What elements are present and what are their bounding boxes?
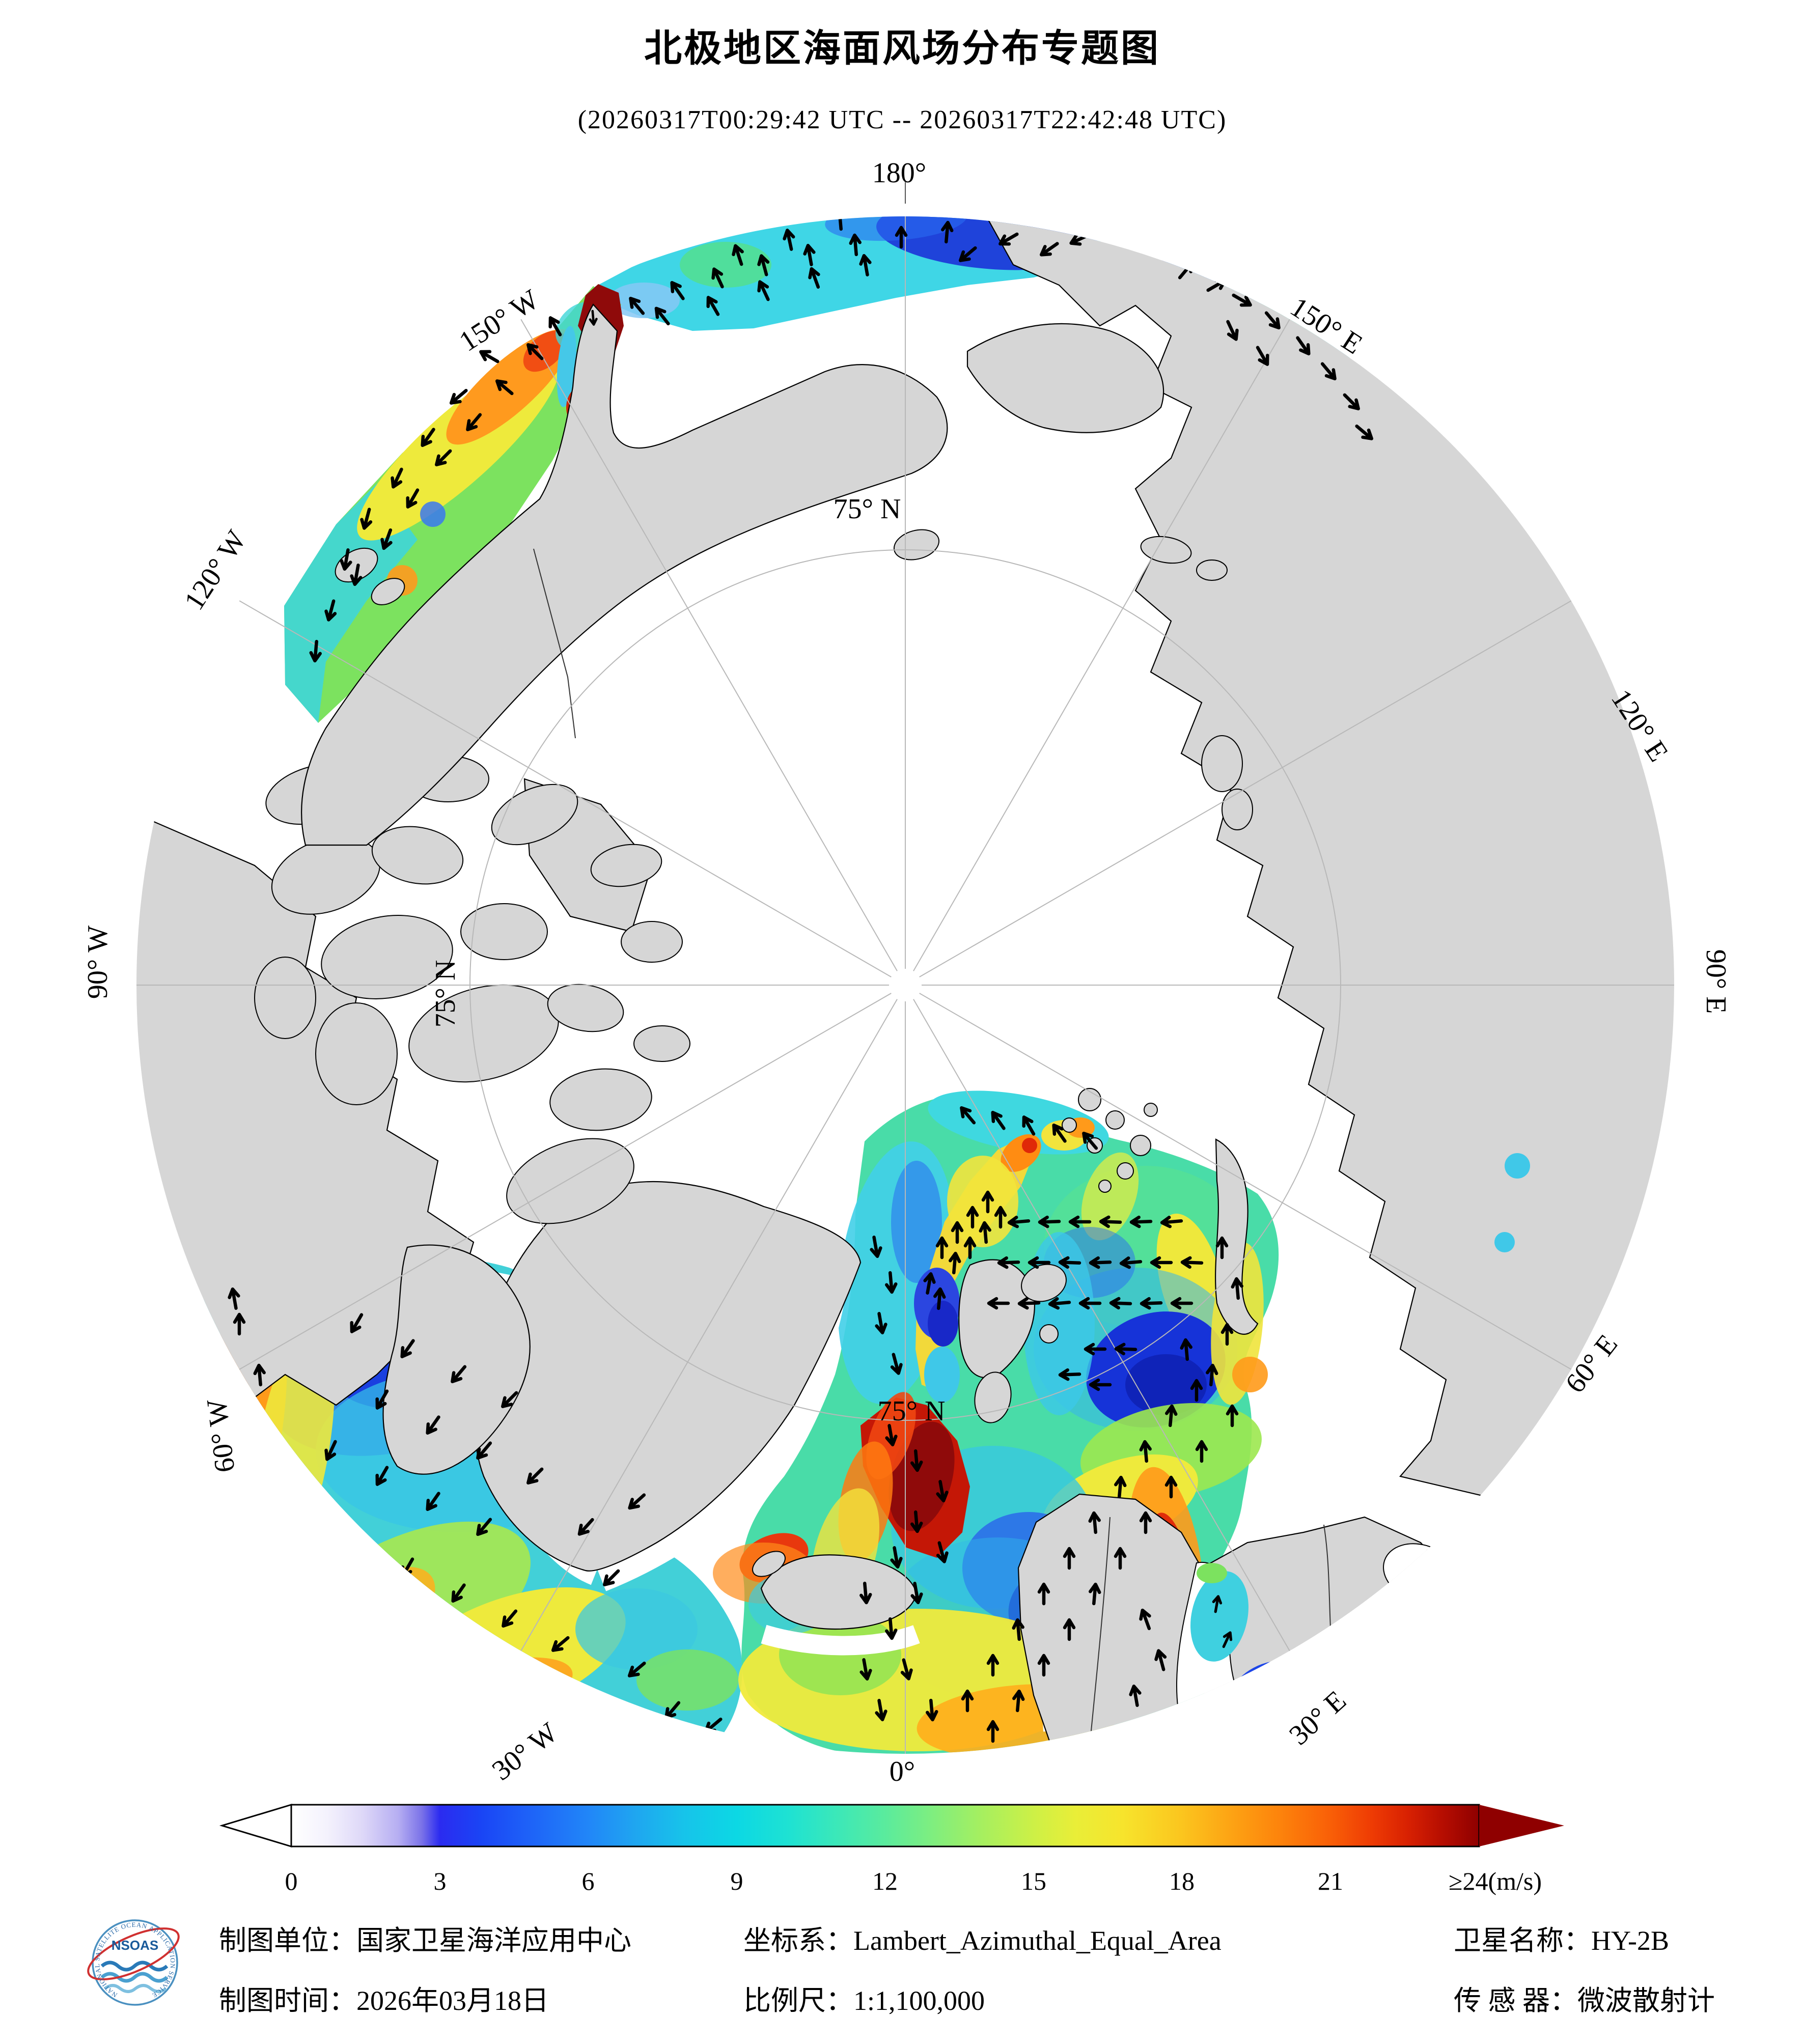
colorbar-ticks: 0 3 6 9 12 15 18 21 ≥24(m/s) (285, 1867, 1542, 1895)
footer-sensor: 传 感 器：微波散射计 (1454, 1985, 1715, 2016)
no-data-gap-iceland-south (761, 1625, 920, 1656)
logo-wave-2 (100, 1972, 169, 1983)
colorbar-tick-max: ≥24(m/s) (1449, 1867, 1542, 1895)
severnaya-zemlya-2 (1222, 789, 1253, 830)
colorbar-tick-3: 3 (434, 1867, 447, 1895)
kodiak-island-2 (371, 578, 405, 605)
lon-label-90e: 90° E (1700, 949, 1732, 1014)
footer-date: 制图时间：2026年03月18日 (219, 1985, 549, 2016)
graticule (136, 216, 1674, 1754)
lat-label-75n-top: 75° N (834, 493, 901, 525)
new-siberian-islands (1140, 536, 1192, 564)
footer-agency: 制图单位：国家卫星海洋应用中心 (219, 1925, 631, 1956)
colorbar-tick-9: 9 (731, 1867, 743, 1895)
time-range-subtitle: (20260317T00:29:42 UTC -- 20260317T22:42… (578, 105, 1227, 134)
svalbard (958, 1259, 1067, 1423)
severnaya-zemlya (1201, 735, 1243, 792)
land-baffin-island (382, 1244, 531, 1475)
logo-wave-1 (100, 1961, 169, 1972)
logo-wave-3 (104, 1984, 167, 1993)
colorbar-tick-0: 0 (285, 1867, 298, 1895)
new-siberian-islands-2 (1196, 559, 1228, 581)
lon-label-30e: 30° E (1283, 1685, 1352, 1751)
lon-label-30w: 30° W (486, 1717, 564, 1787)
colorbar-tick-18: 18 (1169, 1867, 1195, 1895)
logo-orbit (87, 1927, 180, 1980)
footer-crs: 坐标系：Lambert_Azimuthal_Equal_Area (743, 1925, 1222, 1956)
franz-josef-land (1062, 1088, 1158, 1193)
iceland-westfjords (752, 1551, 786, 1577)
colorbar: 0 3 6 9 12 15 18 21 ≥24(m/s) (219, 1803, 1564, 1895)
nsoas-logo: NSOAS NATIONAL SATELLITE OCEAN APPLICATI… (87, 1919, 180, 2006)
land-chukotka (966, 323, 1164, 433)
lon-label-90w: 90° W (82, 926, 114, 999)
border-norway-sweden (1089, 1517, 1111, 1747)
border-alaska-yukon (533, 548, 576, 739)
colorbar-gradient (290, 1804, 1480, 1847)
lat-label-75n-left: 75° N (430, 960, 461, 1028)
footer-satellite: 卫星名称：HY-2B (1454, 1925, 1669, 1956)
colorbar-max-arrow (1479, 1805, 1564, 1846)
colorbar-tick-12: 12 (872, 1867, 898, 1895)
lat-label-75n-bottom: 75° N (878, 1395, 946, 1427)
novaya-zemlya (1215, 1138, 1259, 1335)
lon-label-0: 0° (890, 1756, 915, 1787)
logo-abbr: NSOAS (112, 1938, 158, 1953)
polar-map: 75° N 75° N 75° N (136, 216, 1674, 1754)
lon-label-180: 180° (872, 157, 926, 189)
colorbar-tick-15: 15 (1021, 1867, 1046, 1895)
colorbar-tick-6: 6 (582, 1867, 595, 1895)
footer-scale: 比例尺：1:1,100,000 (743, 1985, 985, 2016)
land-alaska (301, 303, 948, 846)
footer: NSOAS NATIONAL SATELLITE OCEAN APPLICATI… (87, 1919, 1715, 2016)
colorbar-tick-21: 21 (1318, 1867, 1343, 1895)
colorbar-min-arrow (219, 1803, 292, 1848)
lon-label-60w: 60° W (201, 1397, 241, 1474)
page-title: 北极地区海面风场分布专题图 (644, 27, 1160, 69)
